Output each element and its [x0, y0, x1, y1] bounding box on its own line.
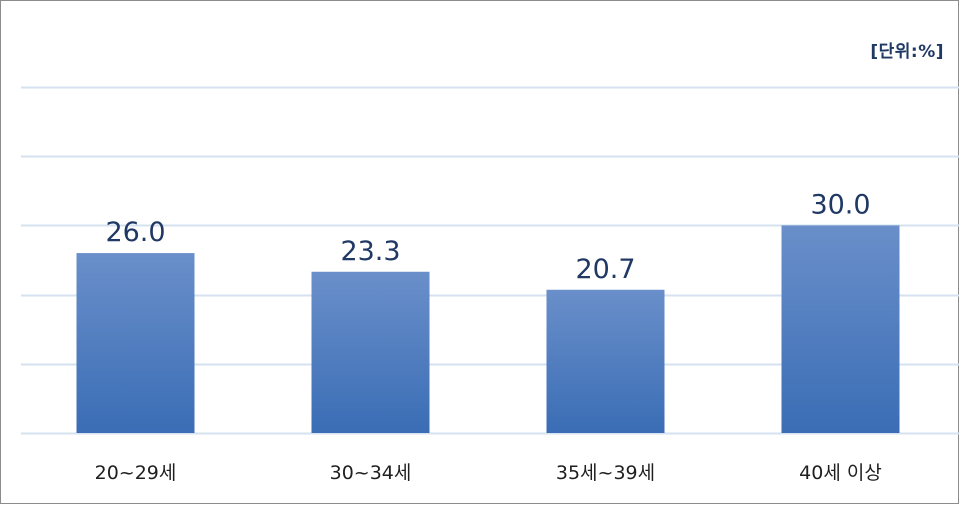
- bar: [782, 225, 900, 433]
- x-tick-label: 40세 이상: [799, 462, 882, 484]
- x-axis-ticks: 20~29세 30~34세 35세~39세 40세 이상: [95, 462, 882, 484]
- value-label: 23.3: [340, 236, 400, 267]
- x-tick-label: 35세~39세: [556, 462, 655, 484]
- value-label: 20.7: [575, 254, 635, 285]
- x-tick-label: 20~29세: [95, 462, 177, 484]
- bar: [77, 253, 195, 433]
- value-label: 30.0: [810, 189, 870, 220]
- x-tick-label: 30~34세: [330, 462, 412, 484]
- bar: [312, 272, 430, 433]
- bars: [77, 225, 900, 433]
- value-labels: 26.0 23.3 20.7 30.0: [105, 189, 870, 284]
- value-label: 26.0: [105, 217, 165, 248]
- bar: [547, 290, 665, 433]
